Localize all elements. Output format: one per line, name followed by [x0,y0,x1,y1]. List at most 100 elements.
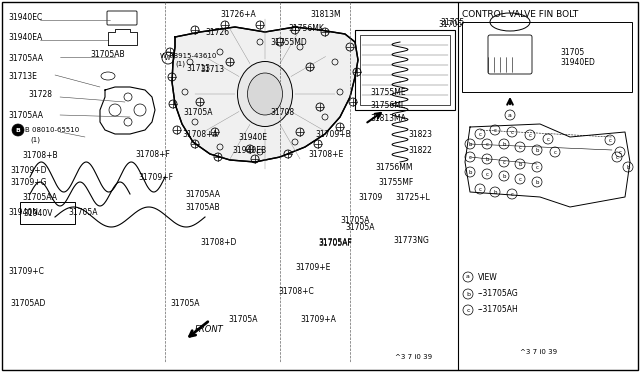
Text: 31705A: 31705A [228,315,257,324]
Text: b: b [493,189,497,195]
Text: c: c [511,192,513,196]
Text: 31813MA: 31813MA [370,113,406,122]
Text: 31709+B: 31709+B [315,129,351,138]
Text: 31713: 31713 [186,64,210,73]
Text: 31713: 31713 [200,64,224,74]
Text: b: b [468,141,472,147]
Text: 31940N: 31940N [8,208,38,217]
Text: c: c [493,128,497,132]
Text: ^3 7 i0 39: ^3 7 i0 39 [520,349,557,355]
Polygon shape [172,27,358,162]
Text: 31940V: 31940V [23,208,52,218]
Text: 31709+F: 31709+F [138,173,173,182]
Text: 31708+B: 31708+B [22,151,58,160]
Text: 31773NG: 31773NG [393,235,429,244]
Text: 31708+A: 31708+A [182,129,218,138]
Bar [360,35,450,105]
Text: 31705AA: 31705AA [8,54,43,62]
Ellipse shape [248,73,282,115]
Text: c: c [554,150,557,154]
Text: 31755MF: 31755MF [378,177,413,186]
Text: c: c [518,176,522,182]
Text: 31940EC: 31940EC [8,13,42,22]
Text: 31709+D: 31709+D [10,166,47,174]
Text: W 08915-43610: W 08915-43610 [160,53,216,59]
Text: b: b [468,170,472,174]
Text: b: b [485,157,489,161]
Text: 31705AB: 31705AB [90,49,125,58]
Text: 31940EA: 31940EA [8,32,42,42]
Text: b: b [502,173,506,179]
Text: a: a [466,275,470,279]
Text: 31705AD: 31705AD [10,299,45,308]
Text: 31756MK: 31756MK [288,23,324,32]
Text: b: b [518,161,522,167]
Text: 31756MM: 31756MM [375,163,413,171]
Text: B: B [15,128,20,132]
Text: 31705A: 31705A [340,215,369,224]
Text: 31709: 31709 [358,192,382,202]
Text: (1): (1) [30,137,40,143]
Text: 31822: 31822 [408,145,432,154]
Text: (1): (1) [175,61,185,67]
Text: c: c [518,144,522,150]
Text: 31705A: 31705A [68,208,97,217]
Text: 31708+C: 31708+C [278,288,314,296]
Text: c: c [486,141,488,147]
Text: 31705AF: 31705AF [318,240,352,248]
Text: c: c [618,150,621,154]
Text: 31755MD: 31755MD [270,38,307,46]
Text: 31708+F: 31708+F [135,150,170,158]
Text: 31709+E: 31709+E [295,263,330,272]
Text: 31940E: 31940E [238,132,267,141]
Text: 31709+G: 31709+G [10,177,47,186]
Bar [355,30,455,110]
Text: c: c [502,160,506,164]
Text: a: a [508,112,512,118]
Text: c: c [547,137,550,141]
Text: 31705AA: 31705AA [22,192,57,202]
Text: 31705AB: 31705AB [185,202,220,212]
Text: c: c [536,164,538,170]
Text: 31709+A: 31709+A [300,315,336,324]
Text: c: c [479,131,481,137]
Text: c: c [511,129,513,135]
Text: 31823: 31823 [408,129,432,138]
Text: 31725+L: 31725+L [395,192,429,202]
Text: 31713E: 31713E [8,71,37,80]
Text: 31755ME: 31755ME [370,87,406,96]
Ellipse shape [237,61,292,126]
Text: 31705AF: 31705AF [318,237,352,247]
Text: b: b [535,148,539,153]
Text: 31726+A: 31726+A [220,10,256,19]
Text: --31705AG: --31705AG [478,289,519,298]
Text: CONTROL VALVE FIN BOLT: CONTROL VALVE FIN BOLT [462,10,579,19]
Text: c: c [467,308,470,312]
Text: 31709+C: 31709+C [8,267,44,276]
Text: ^3 7 i0 39: ^3 7 i0 39 [395,354,432,360]
Circle shape [12,124,24,136]
Text: --31705AH: --31705AH [478,305,519,314]
Text: c: c [529,132,531,138]
Text: 31940ED: 31940ED [560,58,595,67]
Text: c: c [486,171,488,176]
Text: 31708+D: 31708+D [200,237,236,247]
Text: b: b [466,292,470,296]
Text: W: W [165,55,171,61]
Text: B 08010-65510: B 08010-65510 [25,127,79,133]
Text: 31756ML: 31756ML [370,100,405,109]
Text: 31705A: 31705A [170,299,200,308]
Text: c: c [609,138,611,142]
Text: 31705: 31705 [438,19,462,29]
Text: FRONT: FRONT [195,326,224,334]
Text: 31708+E: 31708+E [308,150,343,158]
Text: b: b [502,141,506,147]
Bar [462,22,632,92]
Text: 31813M: 31813M [310,10,340,19]
Text: 31705A: 31705A [183,108,212,116]
Text: 31728: 31728 [28,90,52,99]
Text: c: c [468,154,472,160]
Text: 31705: 31705 [560,48,584,57]
Text: VIEW: VIEW [478,273,498,282]
Text: c: c [479,186,481,192]
